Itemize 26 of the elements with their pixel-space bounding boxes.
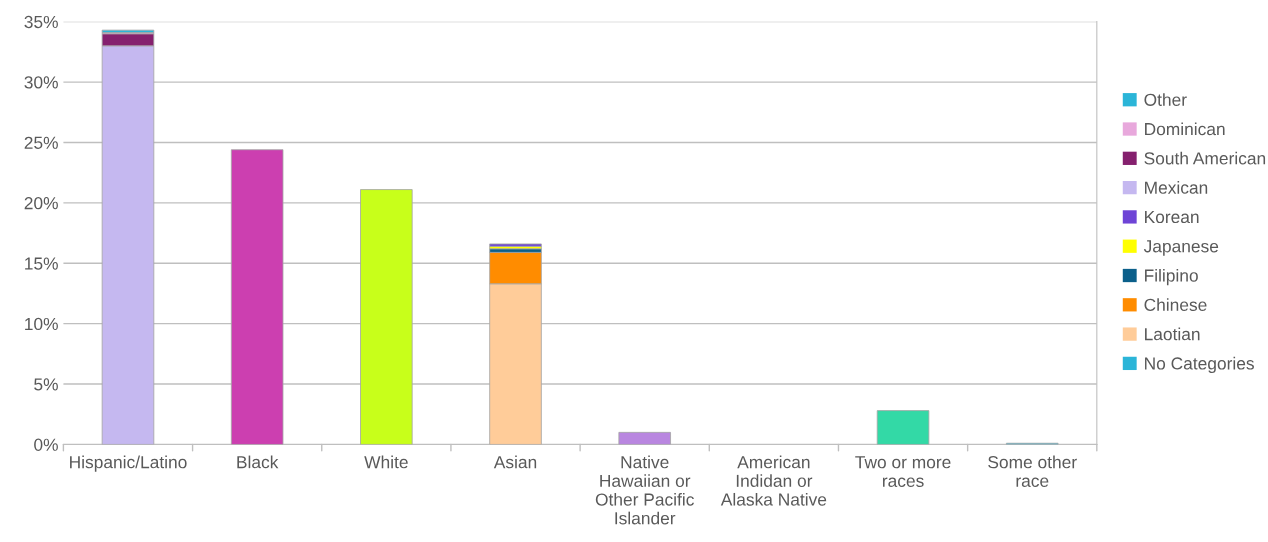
x-tick-label: Some other race [988, 455, 1077, 487]
x-tick-label: Hispanic/Latino [70, 455, 187, 472]
legend-label: No Categories [1145, 356, 1254, 374]
legend-label: Mexican [1145, 181, 1208, 194]
x-tick-label: Two or more races [855, 456, 951, 487]
legend-label: Other [1144, 93, 1187, 106]
legend-label: Korean [1145, 211, 1199, 224]
x-tick-label: Asian [493, 455, 537, 469]
legend-label: Laotian [1145, 327, 1200, 341]
legend-label: South American [1144, 151, 1266, 165]
y-tick-label: 20% [24, 197, 58, 210]
y-tick-label: 10% [25, 317, 58, 331]
legend-label: Dominican [1145, 122, 1225, 136]
x-tick-label: American Indidan or Alaska Native [720, 455, 827, 506]
y-tick-label: 5% [34, 378, 58, 391]
y-tick-label: 25% [24, 136, 58, 149]
legend-label: Filipino [1145, 268, 1198, 286]
legend-label: Chinese [1144, 298, 1207, 312]
x-tick-label: White [364, 455, 408, 469]
y-tick-label: 15% [25, 257, 58, 270]
y-tick-label: 35% [24, 15, 58, 29]
y-tick-label: 0% [34, 438, 58, 451]
x-tick-label: Black [237, 455, 279, 469]
y-tick-label: 30% [24, 76, 58, 89]
legend-label: Japanese [1143, 240, 1219, 256]
x-tick-label: Native Hawaiian or Other Pacific Islander [595, 455, 694, 525]
